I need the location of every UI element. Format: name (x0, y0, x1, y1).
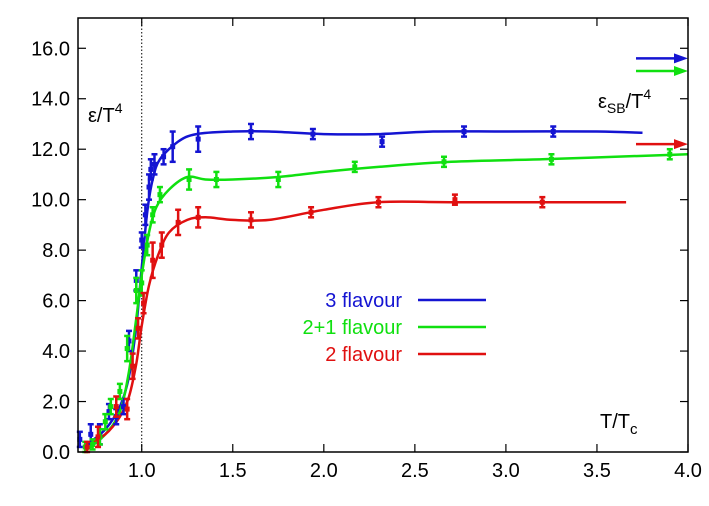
y-tick-label: 0.0 (42, 442, 70, 464)
data-point-2plus1-flavour (548, 153, 555, 166)
data-point-2-flavour (158, 231, 165, 259)
legend-label-2-flavour: 2 flavour (325, 344, 402, 366)
x-tick-label: 2.5 (401, 460, 429, 482)
data-point-3-flavour (461, 125, 468, 138)
sb-arrow-2-flavour (636, 139, 688, 150)
data-point-2plus1-flavour (89, 438, 96, 451)
data-point-2-flavour (140, 291, 147, 315)
legend-label-2plus1-flavour: 2+1 flavour (302, 317, 402, 339)
data-point-2plus1-flavour (441, 155, 447, 169)
data-point-2plus1-flavour (275, 170, 282, 189)
data-point-2plus1-flavour (666, 147, 673, 161)
data-point-2plus1-flavour (133, 276, 140, 305)
data-point-2-flavour (247, 211, 254, 229)
data-point-2-flavour (195, 205, 202, 229)
data-point-2plus1-flavour (149, 205, 156, 224)
x-tick-label: 1.0 (128, 460, 156, 482)
data-point-2plus1-flavour (351, 160, 358, 174)
data-point-3-flavour (142, 203, 149, 227)
data-point-2plus1-flavour (102, 412, 109, 431)
data-point-2plus1-flavour (107, 397, 114, 416)
data-point-2plus1-flavour (156, 185, 163, 204)
data-point-2-flavour (149, 241, 156, 280)
x-tick-label: 2.0 (310, 460, 338, 482)
sb-arrow-2plus1-flavour (636, 65, 688, 76)
data-point-2-flavour (175, 208, 182, 237)
data-point-3-flavour (138, 231, 145, 249)
data-point-2-flavour (375, 195, 382, 209)
y-tick-label: 14.0 (31, 89, 70, 111)
sb-arrow-3-flavour (636, 53, 688, 64)
data-point-2-flavour (113, 395, 120, 418)
x-tick-label: 3.5 (583, 460, 611, 482)
data-point-2plus1-flavour (124, 334, 131, 363)
x-tick-label: 3.0 (492, 460, 520, 482)
sb-limit-label: εSB/T4 (598, 86, 651, 116)
data-point-3-flavour (550, 125, 557, 138)
x-axis-label: T/Tc (600, 411, 638, 438)
data-point-3-flavour (379, 135, 386, 148)
y-tick-label: 2.0 (42, 392, 70, 414)
data-point-2plus1-flavour (144, 233, 151, 257)
y-tick-label: 8.0 (42, 240, 70, 262)
plot-frame (77, 17, 689, 453)
data-point-2-flavour (539, 195, 546, 209)
y-tick-label: 12.0 (31, 139, 70, 161)
data-point-3-flavour (147, 158, 154, 181)
data-point-2-flavour (95, 425, 102, 449)
data-point-3-flavour (309, 127, 316, 141)
data-point-2plus1-flavour (116, 382, 123, 401)
y-axis-label: ε/T4 (88, 100, 123, 127)
data-point-2-flavour (124, 397, 131, 421)
legend: 3 flavour 2+1 flavour 2 flavour (302, 290, 486, 366)
data-point-2-flavour (135, 317, 142, 340)
data-point-3-flavour (247, 122, 254, 141)
x-tick-label: 1.5 (219, 460, 247, 482)
curve-2plus1-flavour (86, 153, 689, 451)
data-point-2plus1-flavour (213, 170, 220, 189)
y-tick-label: 6.0 (42, 291, 70, 313)
y-tick-label: 16.0 (31, 38, 70, 60)
curve-2-flavour (86, 200, 627, 446)
y-tick-label: 4.0 (42, 341, 70, 363)
y-tick-label: 10.0 (31, 190, 70, 212)
data-point-2plus1-flavour (186, 168, 193, 191)
data-point-3-flavour (151, 153, 158, 176)
x-tick-label: 4.0 (674, 460, 702, 482)
data-point-2-flavour (129, 352, 136, 381)
data-point-3-flavour (195, 125, 202, 153)
legend-label-3-flavour: 3 flavour (325, 290, 402, 312)
data-point-2-flavour (451, 193, 458, 206)
data-point-3-flavour (169, 130, 176, 164)
data-point-2-flavour (308, 205, 315, 219)
data-point-3-flavour (160, 147, 167, 166)
curve-3-flavour (86, 129, 643, 446)
